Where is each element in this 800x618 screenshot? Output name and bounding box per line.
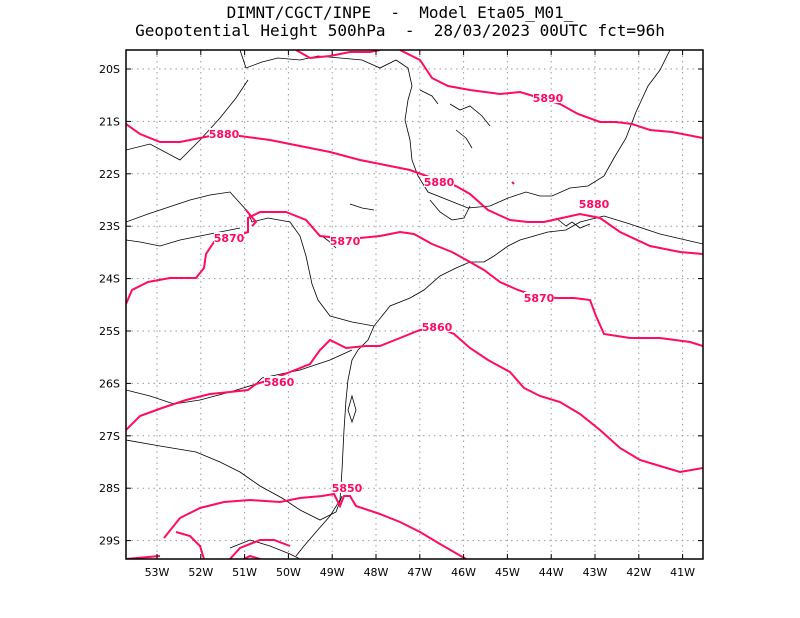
coastline xyxy=(126,191,703,327)
title-line-1: DIMNT/CGCT/INPE - Model Eta05_M01_ xyxy=(226,3,574,22)
contour-label-bg xyxy=(533,92,563,103)
lon-tick-label: 46W xyxy=(451,566,476,579)
contour-label: 5890 xyxy=(533,92,564,105)
contour-label-bg xyxy=(424,176,454,187)
lon-tick-label: 42W xyxy=(626,566,651,579)
lon-tick-label: 52W xyxy=(188,566,213,579)
contour-label: 5860 xyxy=(264,376,295,389)
lon-tick-label: 50W xyxy=(276,566,301,579)
island-florianopolis xyxy=(347,394,357,424)
lat-tick-label: 22S xyxy=(99,168,120,181)
contour-label-bg xyxy=(330,235,360,246)
lagoon-patos xyxy=(229,539,301,559)
lon-tick-label: 53W xyxy=(145,566,170,579)
lon-tick-label: 41W xyxy=(670,566,695,579)
state-border-north xyxy=(239,50,671,209)
contour-label: 5880 xyxy=(579,198,610,211)
height-contours xyxy=(126,50,703,559)
contour-label: 5880 xyxy=(424,176,455,189)
bay-guanabara xyxy=(555,217,591,229)
lon-tick-label: 51W xyxy=(232,566,257,579)
contour-label-bg xyxy=(264,376,294,387)
reservoir-3 xyxy=(455,129,473,149)
contour-labels: 5890 5880 5880 5880 5870 5870 5870 5860 5860 5850 xyxy=(209,92,610,495)
contour-5890 xyxy=(295,50,703,139)
bay-santos xyxy=(429,199,471,221)
river-north xyxy=(126,79,249,161)
axis-ticks: 53W 52W 51W 50W 49W 48W 47W 46W 45W 44W 43W 42W 41W 2… xyxy=(99,50,703,579)
contour-label: 5850 xyxy=(332,482,363,495)
state-border-sc-rs xyxy=(126,439,343,521)
reservoir-1 xyxy=(449,103,491,127)
contour-label: 5860 xyxy=(422,321,453,334)
state-border-parana-sc xyxy=(126,349,353,405)
lon-tick-label: 49W xyxy=(320,566,345,579)
contour-label: 5870 xyxy=(524,292,555,305)
contour-label: 5870 xyxy=(214,232,245,245)
contour-spot xyxy=(511,181,515,185)
contour-5850-small xyxy=(243,554,261,559)
lat-tick-label: 23S xyxy=(99,220,120,233)
contour-5860 xyxy=(126,326,703,474)
lat-tick-label: 28S xyxy=(99,482,120,495)
lon-tick-label: 47W xyxy=(407,566,432,579)
lon-tick-label: 44W xyxy=(539,566,564,579)
title-line-2: Geopotential Height 500hPa - 28/03/2023 … xyxy=(135,21,665,40)
lat-tick-label: 21S xyxy=(99,115,120,128)
lat-tick-label: 20S xyxy=(99,63,120,76)
lat-tick-label: 26S xyxy=(99,377,120,390)
contour-label-bg xyxy=(214,232,244,243)
map-frame xyxy=(125,49,704,560)
contour-5850 xyxy=(126,492,467,559)
contour-label-bg xyxy=(332,482,362,493)
reservoir-2 xyxy=(419,89,439,105)
coast-south xyxy=(295,325,375,557)
contour-5880-b xyxy=(245,209,258,227)
contour-label-bg xyxy=(579,198,609,209)
lat-tick-label: 27S xyxy=(99,430,120,443)
contour-label: 5870 xyxy=(330,235,361,248)
contour-label-bg xyxy=(422,321,452,332)
contour-label: 5880 xyxy=(209,128,240,141)
contour-label-bg xyxy=(524,292,554,303)
contour-5870 xyxy=(126,211,703,347)
chart-title: DIMNT/CGCT/INPE - Model Eta05_M01_ Geopo… xyxy=(0,4,800,40)
lat-lon-grid xyxy=(126,50,703,559)
lat-tick-label: 29S xyxy=(99,535,120,548)
lon-tick-label: 48W xyxy=(364,566,389,579)
lon-tick-label: 43W xyxy=(583,566,608,579)
lon-tick-label: 45W xyxy=(495,566,520,579)
contour-label-bg xyxy=(209,128,239,139)
lat-tick-label: 25S xyxy=(99,325,120,338)
lake-1 xyxy=(349,203,375,211)
coastline-and-borders xyxy=(126,50,703,559)
lat-tick-label: 24S xyxy=(99,273,120,286)
